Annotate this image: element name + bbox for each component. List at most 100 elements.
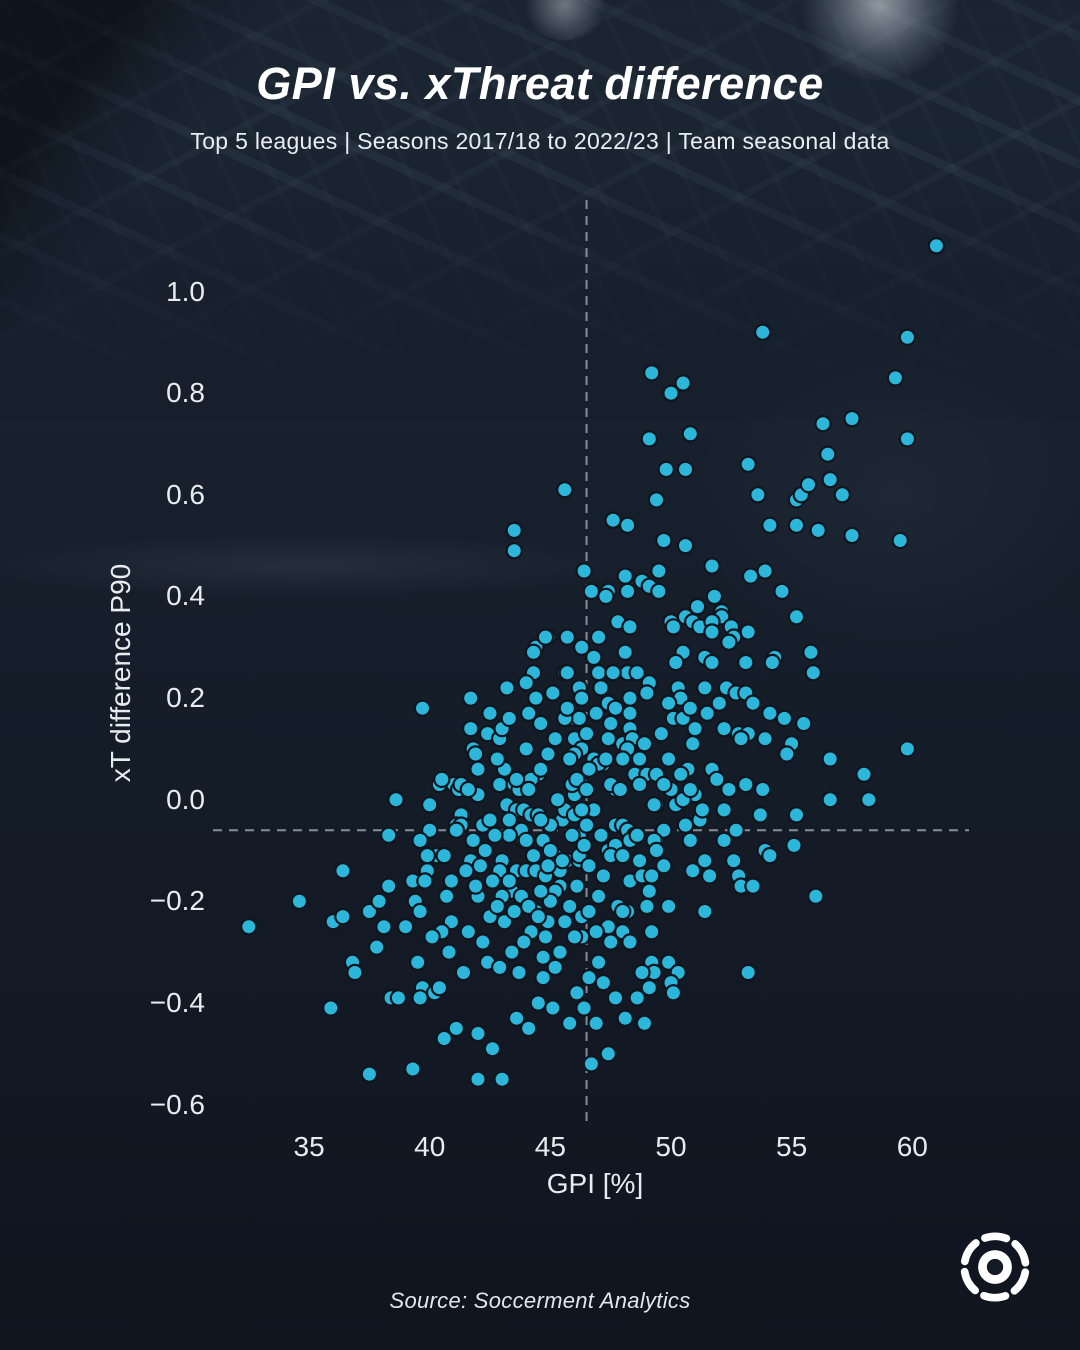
data-point [505,542,523,560]
data-point [575,562,593,580]
data-point [587,704,605,723]
data-point [886,369,905,387]
data-point [500,811,518,829]
data-point [594,867,613,885]
data-point [536,928,555,946]
data-point [843,409,861,428]
data-point [655,775,673,794]
data-point [843,526,861,545]
data-point [621,689,639,707]
data-point [855,765,873,784]
data-point [589,664,608,682]
data-point [756,730,774,748]
y-tick-label: 0.4 [166,580,205,612]
data-point [471,857,490,875]
data-point [561,897,579,916]
data-point [650,562,668,580]
data-point [524,643,543,662]
data-point [486,826,504,845]
data-point [693,801,712,819]
data-point [628,826,646,845]
data-point [466,877,485,895]
data-point [606,989,625,1007]
data-point [614,902,632,921]
data-point [411,831,429,850]
data-point [529,907,548,926]
data-point [778,745,796,763]
data-point [380,877,398,895]
y-tick-label: −0.4 [149,986,205,1018]
data-point [529,994,548,1012]
data-point [659,897,678,916]
data-point [469,1024,487,1043]
data-point [380,826,398,845]
data-point [616,567,634,585]
data-point [488,750,506,768]
data-point [667,653,685,672]
data-point [334,907,352,926]
data-point [556,481,574,499]
data-point [659,750,678,768]
data-point [638,897,656,916]
data-point [536,628,555,646]
data-point [457,862,475,880]
data-point [556,913,574,931]
data-point [732,730,750,748]
data-point [633,963,651,982]
data-point [368,938,386,956]
data-point [647,491,666,509]
data-point [423,928,441,946]
data-point [720,633,738,651]
data-point [703,557,721,575]
data-point [520,780,538,799]
y-tick-label: 0.8 [166,377,205,409]
x-tick-label: 40 [414,1131,446,1162]
data-point [546,730,564,748]
data-point [534,948,552,966]
data-point [558,628,577,646]
data-point [614,750,632,768]
data-point [580,902,598,921]
data-point [638,684,656,702]
data-point [587,1014,605,1033]
data-point [618,516,637,535]
data-point [334,862,352,880]
data-point [684,735,702,753]
data-point [503,943,521,961]
data-point [466,745,485,763]
data-point [435,1029,453,1048]
data-point [715,831,733,850]
data-point [821,470,839,489]
data-point [599,730,618,748]
data-point [898,430,917,448]
data-point [389,989,408,1007]
data-point [696,902,714,921]
data-point [575,836,593,855]
data-point [520,1019,538,1038]
data-point [602,714,620,733]
data-point [491,775,509,794]
chart-title: GPI vs. xThreat difference [256,58,824,109]
data-point [561,750,579,768]
data-point [498,679,516,697]
data-point [657,460,675,479]
x-tick-label: 35 [293,1131,325,1162]
data-point [505,521,523,540]
data-point [500,709,518,728]
data-point [418,846,436,865]
data-point [459,780,477,799]
data-point [705,587,724,606]
data-point [927,237,946,255]
data-point [710,694,729,712]
data-point [614,846,632,865]
data-point [370,892,388,911]
data-point [628,989,646,1007]
y-tick-label: −0.6 [149,1088,205,1120]
data-point [592,679,610,697]
data-point [860,791,878,809]
x-axis-title: GPI [%] [546,1168,644,1199]
data-point [655,821,673,839]
chart-subtitle: Top 5 leagues | Seasons 2017/18 to 2022/… [190,128,890,154]
data-point [413,699,432,717]
data-point [577,780,596,799]
